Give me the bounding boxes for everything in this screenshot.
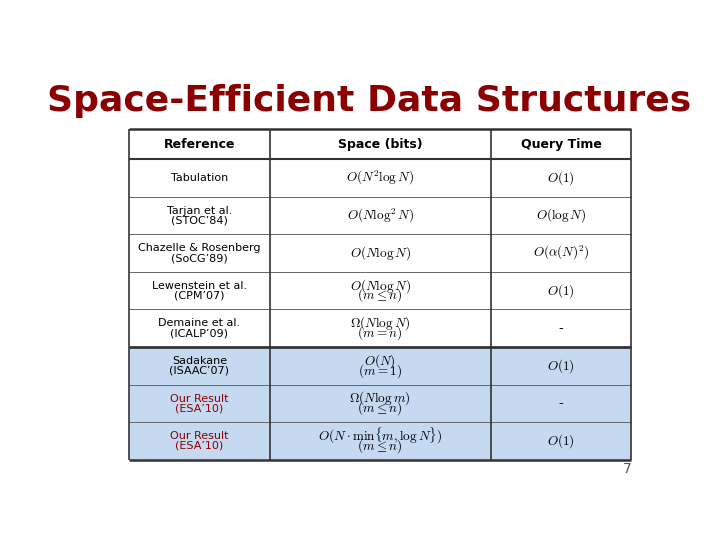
Text: $O(1)$: $O(1)$ (547, 169, 575, 187)
Text: $O(N \log^2 N)$: $O(N \log^2 N)$ (346, 206, 414, 225)
Text: $O(N \log N)$: $O(N \log N)$ (350, 244, 410, 262)
Text: (ESA’10): (ESA’10) (175, 441, 223, 451)
Text: $(m = 1)$: $(m = 1)$ (358, 362, 402, 380)
Text: $O(1)$: $O(1)$ (547, 357, 575, 375)
Text: -: - (559, 397, 563, 410)
Text: (ICALP’09): (ICALP’09) (171, 328, 228, 338)
Text: Tabulation: Tabulation (171, 173, 228, 183)
Bar (129, 159, 631, 197)
Text: $\Omega(N \log m)$: $\Omega(N \log m)$ (349, 390, 411, 408)
Text: $O(N)$: $O(N)$ (364, 352, 396, 370)
Text: $O(1)$: $O(1)$ (547, 282, 575, 300)
Bar (129, 234, 631, 272)
Text: $(m \leq n)$: $(m \leq n)$ (357, 287, 403, 305)
Text: Space (bits): Space (bits) (338, 138, 423, 151)
Text: Query Time: Query Time (521, 138, 601, 151)
Text: Reference: Reference (163, 138, 235, 151)
Text: (CPM’07): (CPM’07) (174, 291, 225, 301)
Text: $O(\alpha(N)^2)$: $O(\alpha(N)^2)$ (533, 244, 589, 262)
Text: (SoCG’89): (SoCG’89) (171, 253, 228, 263)
Bar (129, 309, 631, 347)
Text: $(m = n)$: $(m = n)$ (357, 325, 403, 342)
Text: Lewenstein et al.: Lewenstein et al. (152, 281, 247, 291)
Text: 7: 7 (623, 462, 631, 476)
Text: Chazelle & Rosenberg: Chazelle & Rosenberg (138, 243, 261, 253)
Bar (129, 129, 631, 159)
Text: Sadakane: Sadakane (172, 356, 227, 366)
Text: $(m \leq n)$: $(m \leq n)$ (357, 437, 403, 455)
Text: (ISAAC’07): (ISAAC’07) (169, 366, 230, 376)
Bar (129, 272, 631, 309)
Bar (129, 384, 631, 422)
Text: $O(1)$: $O(1)$ (547, 432, 575, 450)
Text: Our Result: Our Result (170, 394, 229, 403)
Text: $O(N \log N)$: $O(N \log N)$ (350, 277, 410, 295)
Text: (ESA’10): (ESA’10) (175, 403, 223, 413)
Text: $O(\log N)$: $O(\log N)$ (536, 207, 586, 225)
Text: -: - (559, 322, 563, 335)
Text: $\Omega(N \log N)$: $\Omega(N \log N)$ (350, 314, 410, 332)
Bar (129, 197, 631, 234)
Text: Tarjan et al.: Tarjan et al. (167, 206, 232, 215)
Text: (STOC’84): (STOC’84) (171, 215, 228, 225)
Text: $O(N^2 \log N)$: $O(N^2 \log N)$ (346, 169, 414, 187)
Text: $(m \leq n)$: $(m \leq n)$ (357, 400, 403, 417)
Bar (129, 347, 631, 384)
Text: $O(N \cdot \min\{m,\log N\})$: $O(N \cdot \min\{m,\log N\})$ (318, 426, 442, 446)
Text: Our Result: Our Result (170, 431, 229, 441)
Bar (129, 422, 631, 460)
Text: Demaine et al.: Demaine et al. (158, 319, 240, 328)
Text: Space-Efficient Data Structures: Space-Efficient Data Structures (47, 84, 691, 118)
